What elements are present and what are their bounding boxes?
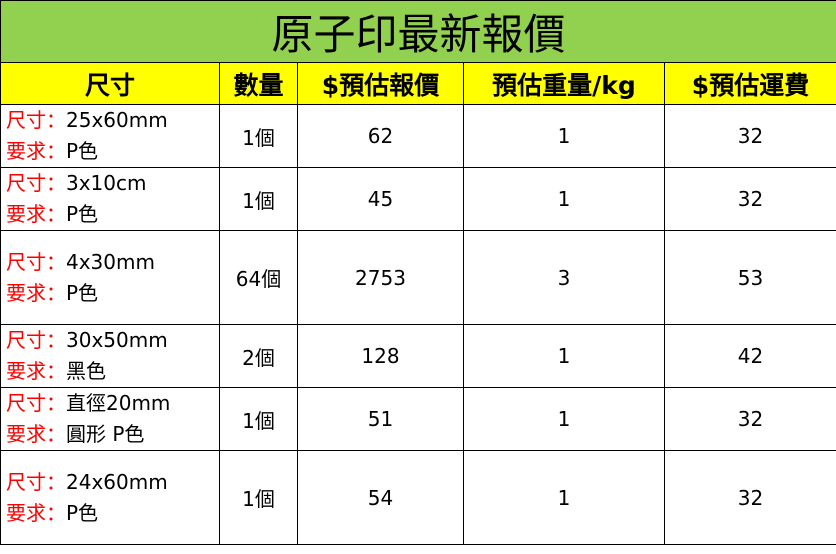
shipping-cell: 32 (663, 450, 836, 545)
weight-cell: 1 (463, 450, 665, 545)
header-shipping: $預估運費 (663, 62, 836, 105)
req-label: 要求： (6, 280, 66, 305)
table-row: 尺寸：3x10cm 要求：P色 1個 45 1 32 (0, 167, 836, 231)
size-value: 直徑20mm (66, 391, 171, 415)
size-value: 30x50mm (66, 328, 168, 352)
spec-cell: 尺寸：4x30mm 要求：P色 (0, 230, 220, 325)
req-label: 要求： (6, 500, 66, 525)
qty-cell: 64個 (219, 230, 298, 325)
size-label: 尺寸： (6, 108, 66, 132)
header-qty: 數量 (219, 62, 298, 105)
req-value: P色 (66, 280, 99, 305)
size-label: 尺寸： (6, 328, 66, 352)
req-label: 要求： (6, 202, 66, 226)
table-row: 尺寸：4x30mm 要求：P色 64個 2753 3 53 (0, 230, 836, 325)
qty-cell: 1個 (219, 450, 298, 545)
price-cell: 62 (297, 104, 464, 168)
qty-cell: 1個 (219, 104, 298, 168)
price-cell: 54 (297, 450, 464, 545)
shipping-cell: 32 (663, 104, 836, 168)
spec-cell: 尺寸：30x50mm 要求：黑色 (0, 324, 220, 388)
table-row: 尺寸：24x60mm 要求：P色 1個 54 1 32 (0, 450, 836, 545)
shipping-cell: 53 (663, 230, 836, 325)
header-size: 尺寸 (0, 62, 220, 105)
qty-cell: 1個 (219, 387, 298, 451)
spec-cell: 尺寸：25x60mm 要求：P色 (0, 104, 220, 168)
weight-cell: 1 (463, 387, 665, 451)
weight-cell: 1 (463, 104, 665, 168)
spec-cell: 尺寸：3x10cm 要求：P色 (0, 167, 220, 231)
table-row: 尺寸：30x50mm 要求：黑色 2個 128 1 42 (0, 324, 836, 388)
req-label: 要求： (6, 139, 66, 163)
header-price: $預估報價 (297, 62, 464, 105)
size-label: 尺寸： (6, 391, 66, 415)
req-value: 黑色 (66, 359, 106, 383)
spec-cell: 尺寸：24x60mm 要求：P色 (0, 450, 220, 545)
size-value: 4x30mm (66, 249, 155, 274)
table-row: 尺寸：直徑20mm 要求：圓形 P色 1個 51 1 32 (0, 387, 836, 451)
weight-cell: 1 (463, 167, 665, 231)
shipping-cell: 32 (663, 167, 836, 231)
size-label: 尺寸： (6, 249, 66, 274)
shipping-cell: 42 (663, 324, 836, 388)
size-value: 3x10cm (66, 171, 147, 195)
qty-cell: 1個 (219, 167, 298, 231)
price-cell: 45 (297, 167, 464, 231)
price-cell: 2753 (297, 230, 464, 325)
req-value: P色 (66, 139, 99, 163)
size-value: 24x60mm (66, 469, 168, 494)
table-row: 尺寸：25x60mm 要求：P色 1個 62 1 32 (0, 104, 836, 168)
header-weight: 預估重量/kg (463, 62, 665, 105)
price-cell: 51 (297, 387, 464, 451)
table-title: 原子印最新報價 (0, 0, 836, 63)
req-label: 要求： (6, 359, 66, 383)
qty-cell: 2個 (219, 324, 298, 388)
size-value: 25x60mm (66, 108, 168, 132)
weight-cell: 1 (463, 324, 665, 388)
size-label: 尺寸： (6, 469, 66, 494)
header-row: 尺寸 數量 $預估報價 預估重量/kg $預估運費 (0, 62, 836, 105)
spec-cell: 尺寸：直徑20mm 要求：圓形 P色 (0, 387, 220, 451)
req-value: 圓形 P色 (66, 422, 145, 446)
req-label: 要求： (6, 422, 66, 446)
weight-cell: 3 (463, 230, 665, 325)
req-value: P色 (66, 500, 99, 525)
price-cell: 128 (297, 324, 464, 388)
req-value: P色 (66, 202, 99, 226)
size-label: 尺寸： (6, 171, 66, 195)
shipping-cell: 32 (663, 387, 836, 451)
